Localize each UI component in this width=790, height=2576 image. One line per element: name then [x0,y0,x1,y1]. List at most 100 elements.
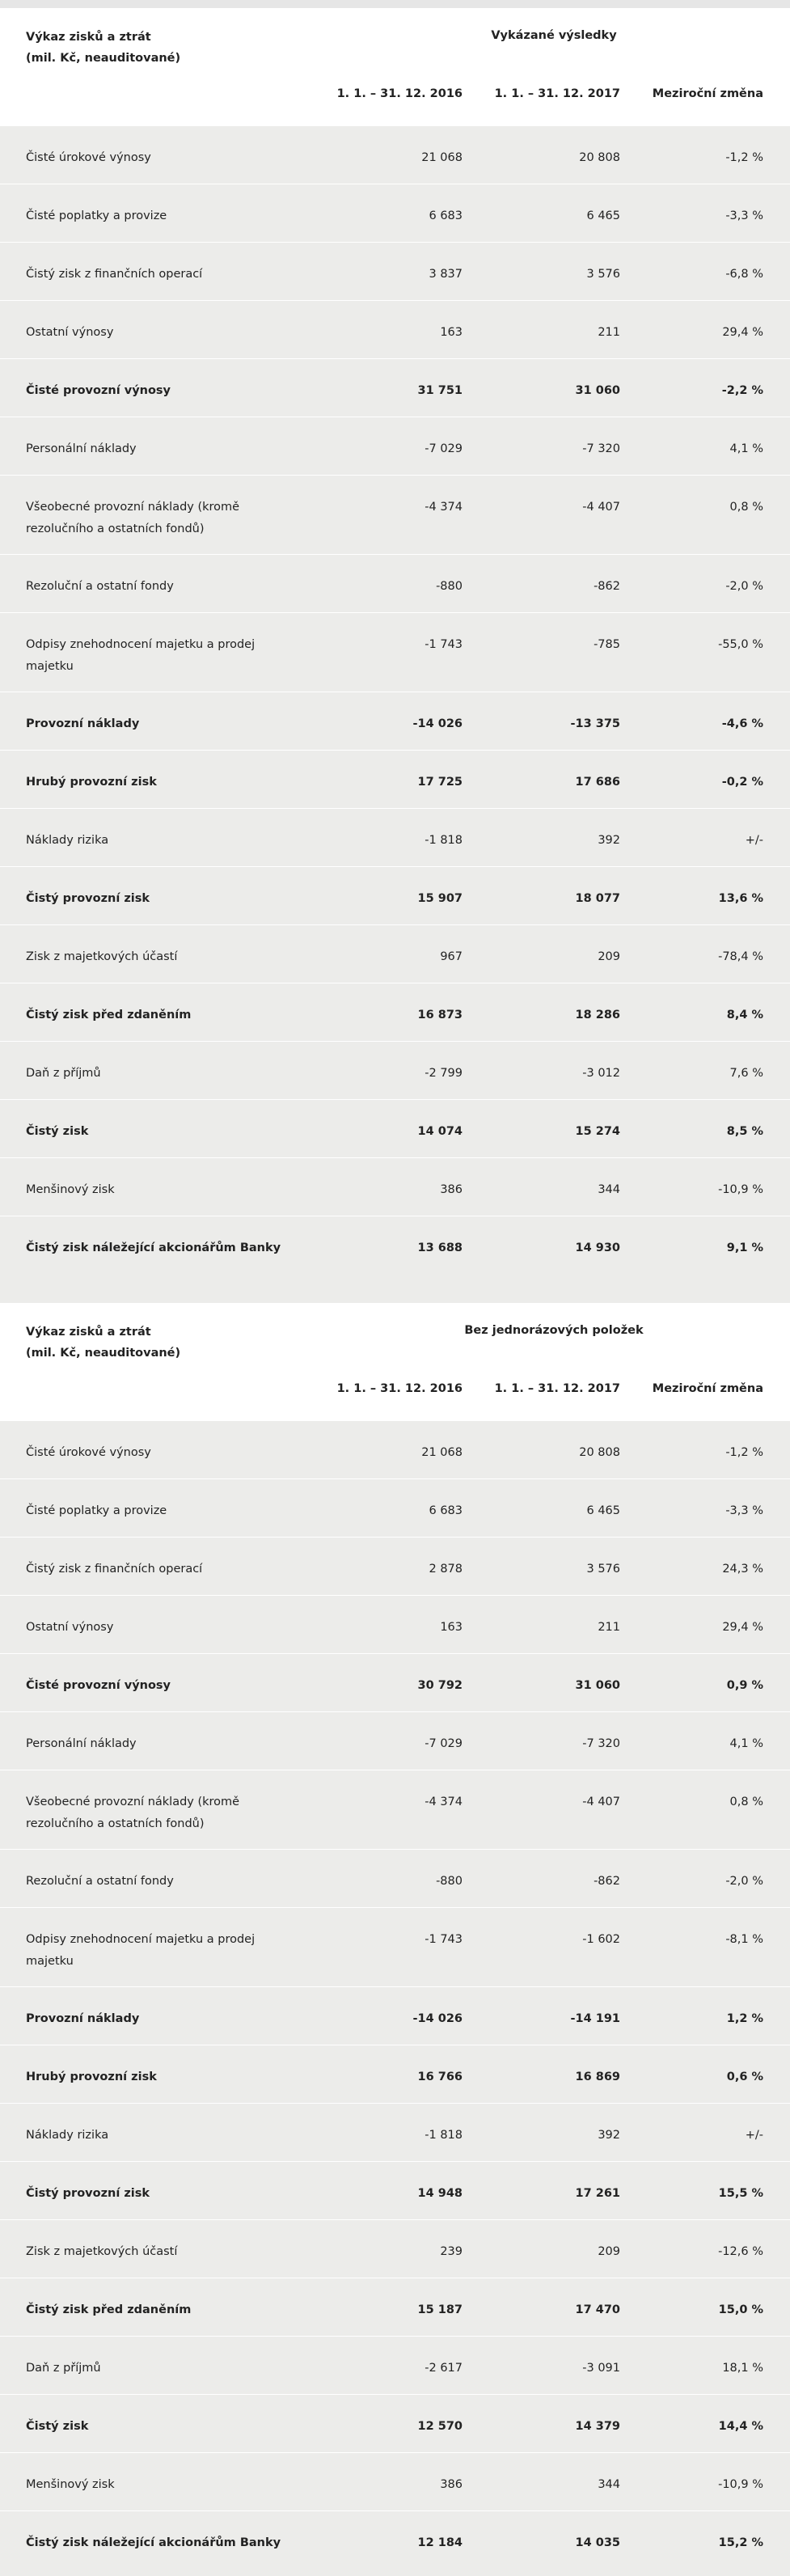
value-change: 14,4 % [718,2420,763,2433]
top-strip [0,0,790,8]
row-label: Čisté úrokové výnosy [26,151,151,164]
value-2016: -4 374 [425,1796,463,1808]
section-gap [0,1274,790,1303]
value-change: -2,0 % [725,1875,763,1888]
row-label: Odpisy znehodnocení majetku a prodej maj… [26,1933,256,1968]
value-2017: 209 [598,950,620,963]
row-label: Daň z příjmů [26,1067,101,1080]
value-2017: 3 576 [586,1563,620,1576]
value-2017: -1 602 [582,1933,620,1946]
column-group-header: Bez jednorázových položek [464,1324,644,1337]
row-label: Provozní náklady [26,717,140,730]
value-2017: 209 [598,2245,620,2258]
value-2017: 344 [598,2478,620,2491]
value-2016: -2 799 [425,1067,463,1080]
row-label: Čistý zisk [26,1125,89,1138]
table-row: Odpisy znehodnocení majetku a prodej maj… [0,1907,790,1986]
value-2017: 14 930 [575,1241,621,1254]
value-2017: 18 077 [575,892,621,905]
column-header-change: Meziroční změna [652,1382,763,1395]
value-change: 4,1 % [729,442,763,455]
value-2017: 14 379 [575,2420,621,2433]
value-change: 0,8 % [729,1796,763,1808]
value-2017: -3 012 [582,1067,620,1080]
value-2016: -14 026 [412,2012,463,2025]
value-2016: 163 [440,1621,463,1634]
value-2017: 15 274 [575,1125,621,1138]
value-2016: 15 907 [417,892,463,905]
row-label: Všeobecné provozní náklady (kromě rezolu… [26,1796,240,1830]
table-row: Personální náklady -7 029 -7 320 4,1 % [0,1711,790,1770]
value-change: -1,2 % [725,151,763,164]
table-row: Čisté provozní výnosy 31 751 31 060 -2,2 % [0,358,790,417]
value-change: 15,5 % [718,2187,763,2200]
table-row: Čistý provozní zisk 14 948 17 261 15,5 % [0,2161,790,2219]
value-2016: 30 792 [417,1679,463,1692]
value-2017: 31 060 [575,1679,621,1692]
value-change: 0,8 % [729,501,763,514]
table-row: Provozní náklady -14 026 -13 375 -4,6 % [0,692,790,750]
value-change: -12,6 % [718,2245,763,2258]
table-row: Ostatní výnosy 163 211 29,4 % [0,1595,790,1653]
table-row: Čistý provozní zisk 15 907 18 077 13,6 % [0,866,790,924]
value-2017: 392 [598,2129,620,2142]
table-row: Všeobecné provozní náklady (kromě rezolu… [0,475,790,554]
table-row: Čisté úrokové výnosy 21 068 20 808 -1,2 % [0,126,790,184]
table-row: Provozní náklady -14 026 -14 191 1,2 % [0,1986,790,2045]
table-row: Čistý zisk 12 570 14 379 14,4 % [0,2394,790,2452]
table-row: Menšinový zisk 386 344 -10,9 % [0,2452,790,2510]
column-header-change: Meziroční změna [652,87,763,100]
value-2016: 13 688 [417,1241,463,1254]
value-change: -55,0 % [718,638,763,651]
row-label: Čisté poplatky a provize [26,209,167,222]
value-2017: -7 320 [582,442,620,455]
table-row: Čisté úrokové výnosy 21 068 20 808 -1,2 % [0,1421,790,1478]
value-2017: 344 [598,1183,620,1196]
table-row: Čisté poplatky a provize 6 683 6 465 -3,3 % [0,1478,790,1537]
table-row: Čistý zisk náležející akcionářům Banky 13… [0,1216,790,1274]
column-header-2016: 1. 1. – 31. 12. 2016 [336,1382,463,1395]
value-2016: 386 [440,1183,463,1196]
value-2017: 17 261 [575,2187,621,2200]
table-row: Čisté poplatky a provize 6 683 6 465 -3,3 % [0,184,790,242]
value-2016: 163 [440,326,463,339]
table-title: Výkaz zisků a ztrát [26,31,151,44]
table-row: Zisk z majetkových účastí 967 209 -78,4 % [0,924,790,983]
value-2016: -4 374 [425,501,463,514]
table-row: Hrubý provozní zisk 17 725 17 686 -0,2 % [0,750,790,808]
value-2017: -7 320 [582,1737,620,1750]
value-2016: 12 184 [417,2536,463,2549]
value-change: 9,1 % [726,1241,763,1254]
row-label: Čistý zisk náležející akcionářům Banky [26,2536,281,2549]
value-2017: 20 808 [579,1446,620,1459]
value-2016: 15 187 [417,2303,463,2316]
value-change: -2,2 % [721,384,763,397]
table-title: Výkaz zisků a ztrát [26,1326,151,1339]
value-2017: 31 060 [575,384,621,397]
row-label: Čistý provozní zisk [26,2187,150,2200]
row-label: Čistý zisk náležející akcionářům Banky [26,1241,281,1254]
value-2016: 31 751 [417,384,463,397]
row-label: Čisté provozní výnosy [26,384,171,397]
table-row: Personální náklady -7 029 -7 320 4,1 % [0,417,790,475]
row-label: Čistý zisk z finančních operací [26,1563,203,1576]
row-label: Zisk z majetkových účastí [26,950,178,963]
value-change: -2,0 % [725,580,763,593]
value-2017: 211 [598,326,620,339]
row-label: Čisté úrokové výnosy [26,1446,151,1459]
table-row: Ostatní výnosy 163 211 29,4 % [0,300,790,358]
table-row: Čisté provozní výnosy 30 792 31 060 0,9 % [0,1653,790,1711]
value-2017: 392 [598,834,620,847]
table-row: Čistý zisk před zdaněním 15 187 17 470 15,0… [0,2278,790,2336]
value-2017: -785 [594,638,620,651]
value-change: -4,6 % [721,717,763,730]
table-row: Hrubý provozní zisk 16 766 16 869 0,6 % [0,2045,790,2103]
table-row: Rezoluční a ostatní fondy -880 -862 -2,0 % [0,554,790,612]
value-2016: -1 743 [425,638,463,651]
table-row: Odpisy znehodnocení majetku a prodej maj… [0,612,790,692]
value-change: -3,3 % [725,1504,763,1517]
value-change: -10,9 % [718,1183,763,1196]
value-2016: 16 766 [417,2071,463,2083]
value-2016: 3 837 [429,268,463,281]
